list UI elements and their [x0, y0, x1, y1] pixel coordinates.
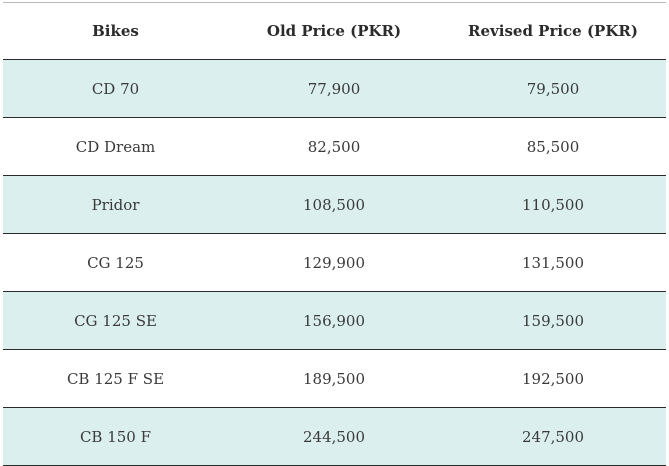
cell-bike: CB 125 F SE — [3, 349, 228, 408]
cell-revised-price: 192,500 — [440, 349, 666, 408]
cell-revised-price: 79,500 — [440, 59, 666, 118]
table-row: CB 150 F 244,500 247,500 — [3, 407, 666, 466]
cell-old-price: 82,500 — [228, 117, 440, 176]
table-row: CD 70 77,900 79,500 — [3, 59, 666, 118]
table-row: CG 125 SE 156,900 159,500 — [3, 291, 666, 350]
cell-old-price: 129,900 — [228, 233, 440, 292]
cell-revised-price: 110,500 — [440, 175, 666, 234]
table-row: Pridor 108,500 110,500 — [3, 175, 666, 234]
table-header-row: Bikes Old Price (PKR) Revised Price (PKR… — [3, 2, 666, 60]
cell-old-price: 244,500 — [228, 407, 440, 466]
price-table-container: Bikes Old Price (PKR) Revised Price (PKR… — [3, 2, 666, 466]
header-old-price: Old Price (PKR) — [228, 2, 440, 60]
cell-revised-price: 159,500 — [440, 291, 666, 350]
table-row: CB 125 F SE 189,500 192,500 — [3, 349, 666, 408]
cell-old-price: 77,900 — [228, 59, 440, 118]
header-bikes: Bikes — [3, 2, 228, 60]
cell-old-price: 108,500 — [228, 175, 440, 234]
cell-bike: CD 70 — [3, 59, 228, 118]
cell-bike: CB 150 F — [3, 407, 228, 466]
table-row: CG 125 129,900 131,500 — [3, 233, 666, 292]
cell-old-price: 189,500 — [228, 349, 440, 408]
cell-old-price: 156,900 — [228, 291, 440, 350]
cell-revised-price: 131,500 — [440, 233, 666, 292]
cell-bike: CG 125 — [3, 233, 228, 292]
header-revised-price: Revised Price (PKR) — [440, 2, 666, 60]
cell-bike: CD Dream — [3, 117, 228, 176]
cell-revised-price: 85,500 — [440, 117, 666, 176]
cell-bike: Pridor — [3, 175, 228, 234]
table-row: CD Dream 82,500 85,500 — [3, 117, 666, 176]
cell-bike: CG 125 SE — [3, 291, 228, 350]
bike-price-table: Bikes Old Price (PKR) Revised Price (PKR… — [3, 2, 666, 466]
cell-revised-price: 247,500 — [440, 407, 666, 466]
